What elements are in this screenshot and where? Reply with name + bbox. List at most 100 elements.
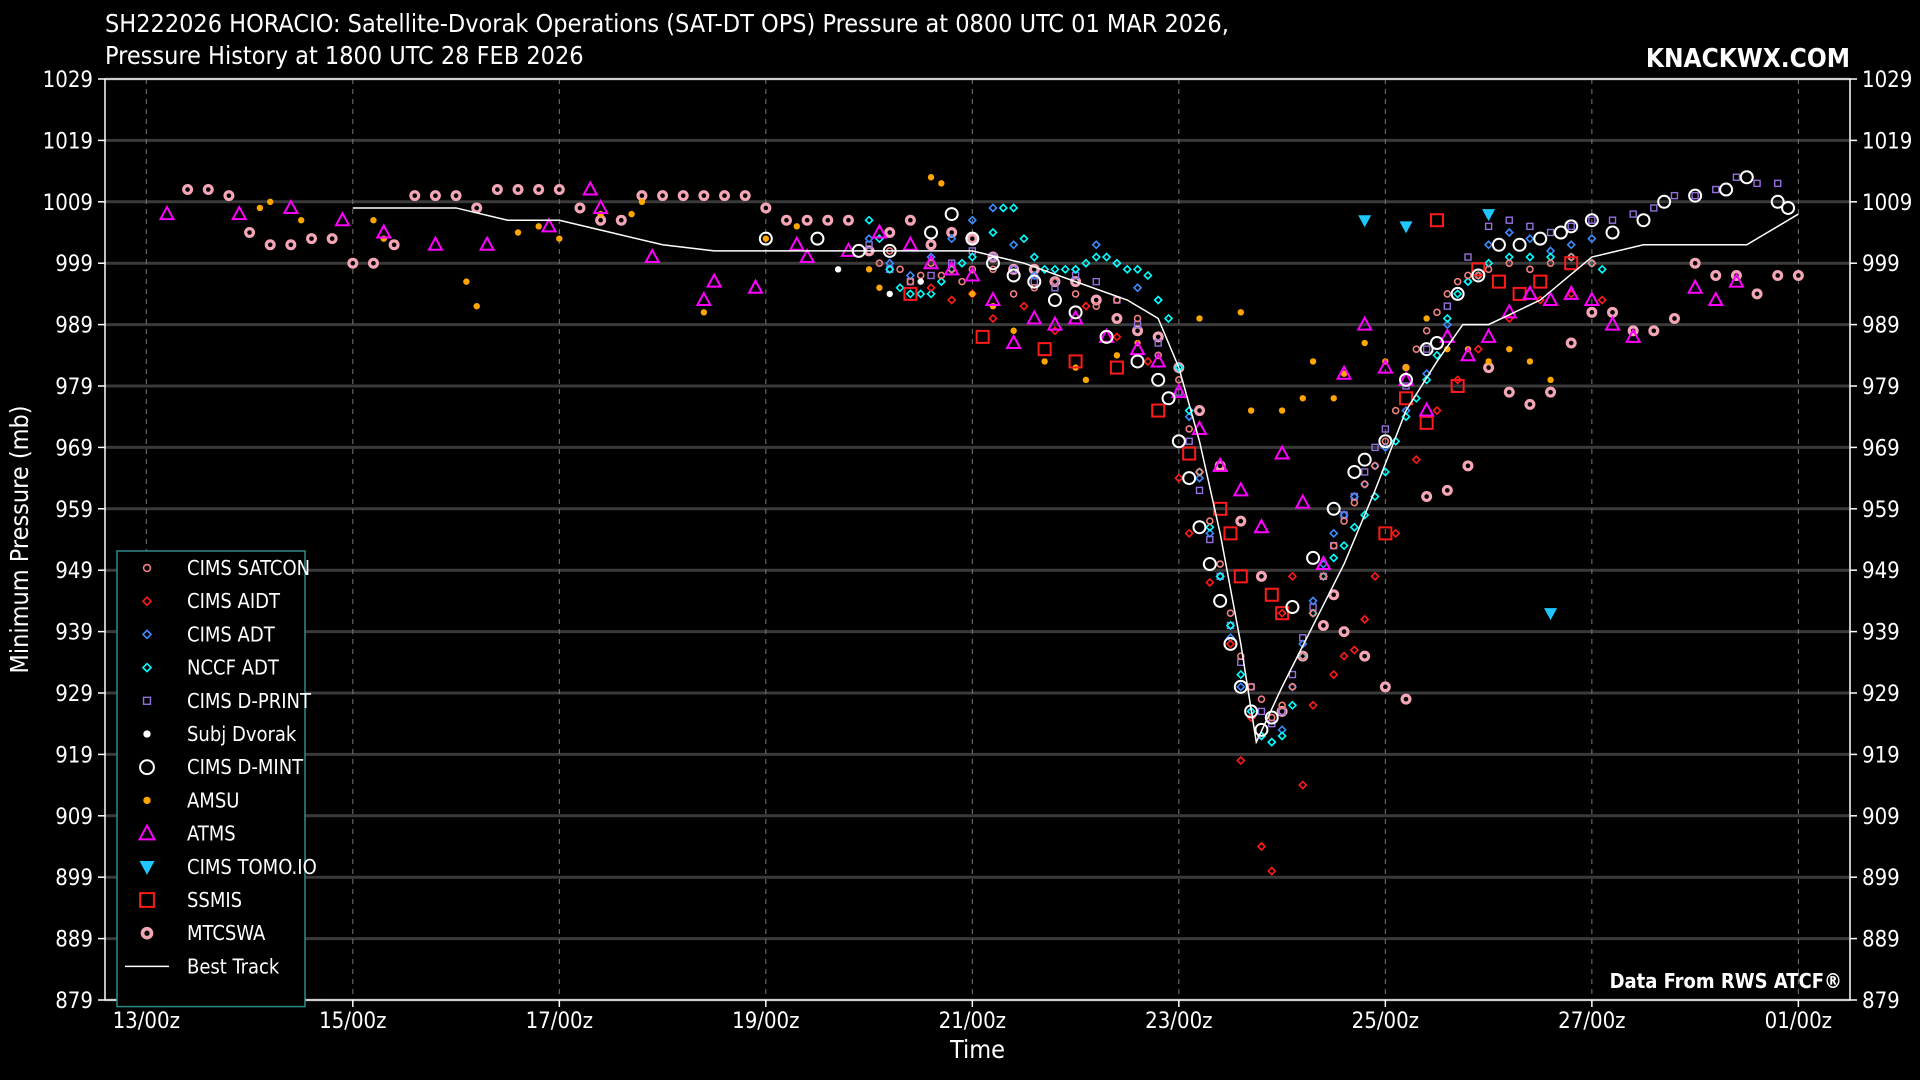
point-cims-satcon: [937, 271, 946, 280]
point-cims-d-mint: [1553, 225, 1568, 240]
point-cims-aidt: [1236, 755, 1246, 766]
point-amsu: [927, 174, 935, 181]
point-atms: [1728, 272, 1745, 288]
marker-inner: [742, 193, 748, 198]
marker-inner: [1114, 316, 1120, 321]
series-ssmis: [903, 213, 1579, 621]
point-mtcswa: [553, 184, 565, 196]
marker-inner: [887, 230, 893, 235]
point-mtcswa: [1545, 386, 1557, 398]
point-atms: [375, 223, 392, 239]
marker-inner: [453, 193, 459, 198]
y-tick-label-right: 1019: [1862, 129, 1912, 154]
point-cims-aidt: [1287, 571, 1298, 581]
x-axis-label: Time: [949, 1035, 1005, 1064]
point-cims-d-print: [1185, 437, 1193, 445]
point-cims-tomo-io: [1544, 608, 1558, 621]
point-amsu: [473, 302, 480, 310]
legend-item: CIMS ADT: [141, 622, 276, 646]
point-cims-satcon: [1350, 498, 1359, 507]
marker-inner: [1568, 340, 1574, 346]
y-tick-label: 939: [55, 621, 93, 646]
point-mtcswa: [491, 184, 503, 196]
point-cims-aidt: [1349, 645, 1360, 655]
marker-inner: [1403, 696, 1409, 702]
legend-label: CIMS SATCON: [187, 556, 310, 580]
point-atms: [1170, 383, 1188, 399]
point-cims-aidt: [1453, 375, 1463, 385]
point-cims-satcon: [1484, 265, 1493, 274]
point-cims-d-mint: [1564, 219, 1579, 234]
legend: CIMS SATCON CIMS AIDT CIMS ADT NCCF ADT CIMS…: [116, 550, 317, 1008]
point-cims-adt: [1132, 283, 1143, 293]
point-cims-aidt: [1360, 614, 1370, 624]
point-atms: [1377, 358, 1394, 374]
point-atms: [1294, 493, 1311, 509]
marker-inner: [618, 217, 624, 223]
point-cims-d-print: [1691, 191, 1699, 200]
point-cims-adt: [1205, 528, 1215, 538]
point-cims-satcon: [1298, 652, 1307, 660]
point-cims-d-print: [1712, 185, 1720, 194]
point-nccf-adt: [895, 283, 905, 293]
point-cims-satcon: [1257, 695, 1266, 703]
point-cims-d-mint: [1264, 710, 1279, 725]
point-cims-tomo-io: [1399, 221, 1413, 234]
point-mtcswa: [450, 190, 462, 202]
point-mtcswa: [1235, 515, 1247, 527]
legend-swatch: [139, 759, 155, 776]
point-nccf-adt: [1205, 522, 1215, 532]
point-cims-aidt: [1329, 669, 1339, 680]
point-cims-satcon: [1453, 277, 1462, 286]
point-cims-satcon: [1247, 683, 1255, 691]
point-atms: [1315, 554, 1332, 571]
point-atms: [695, 290, 713, 307]
point-cims-d-mint: [1770, 194, 1785, 209]
point-atms: [1026, 309, 1043, 325]
y-tick-label-right: 919: [1862, 743, 1900, 768]
point-cims-satcon: [1319, 572, 1328, 581]
point-amsu: [1506, 345, 1513, 353]
point-cims-aidt: [1050, 326, 1060, 336]
point-atms: [282, 198, 300, 214]
marker-inner: [1238, 518, 1244, 524]
point-cims-d-mint: [1719, 182, 1734, 197]
point-amsu: [267, 198, 274, 205]
y-tick-label: 909: [55, 805, 93, 830]
x-tick-label: 27/00z: [1558, 1009, 1625, 1034]
legend-swatch: [139, 861, 155, 875]
marker-inner: [1155, 334, 1161, 340]
point-cims-satcon: [1206, 517, 1214, 525]
point-cims-satcon: [1381, 437, 1390, 446]
point-cims-adt: [864, 234, 874, 244]
point-cims-d-mint: [810, 231, 825, 246]
point-cims-satcon: [1433, 308, 1441, 317]
point-cims-d-mint: [1223, 636, 1238, 651]
point-cims-satcon: [1546, 259, 1555, 268]
marker-inner: [1259, 574, 1264, 579]
point-cims-aidt: [1391, 528, 1401, 538]
point-amsu: [370, 217, 377, 224]
marker-inner: [1362, 653, 1368, 659]
point-nccf-adt: [916, 289, 926, 299]
point-cims-satcon: [1360, 480, 1369, 489]
marker-inner: [680, 193, 686, 198]
series-cims-adt: [864, 203, 1597, 747]
legend-label: SSMIS: [187, 888, 242, 912]
marker-inner: [247, 230, 252, 235]
legend-swatch: [143, 796, 151, 805]
chart-title-line-1: SH222026 HORACIO: Satellite-Dvorak Opera…: [105, 9, 1229, 38]
point-atms: [334, 211, 351, 227]
marker-inner: [267, 242, 273, 248]
y-tick-label-right: 1009: [1862, 191, 1912, 216]
x-tick-label: 23/00z: [1145, 1009, 1212, 1034]
marker-inner: [536, 187, 541, 192]
point-mtcswa: [1132, 325, 1144, 337]
point-cims-satcon: [1464, 271, 1472, 280]
marker-inner: [722, 193, 727, 198]
point-mtcswa: [471, 202, 483, 214]
point-atms: [1232, 481, 1249, 497]
point-ssmis: [1533, 274, 1548, 289]
point-mtcswa: [429, 190, 441, 202]
point-nccf-adt: [1009, 203, 1019, 213]
